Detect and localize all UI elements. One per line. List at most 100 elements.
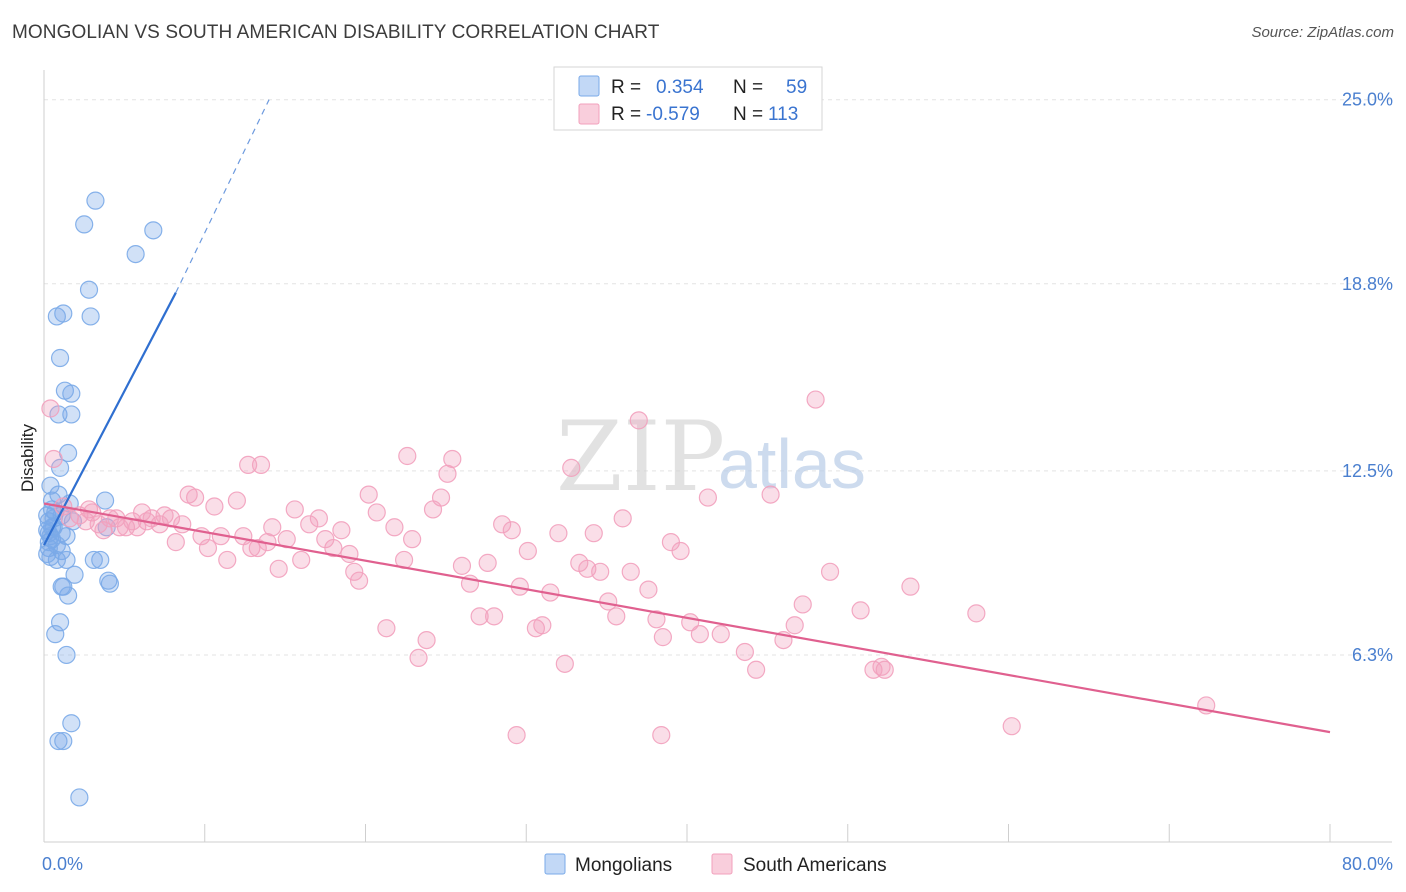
south-american-point-34 (248, 538, 267, 558)
mongolian-point-49 (57, 645, 76, 665)
south-american-point-50 (367, 503, 386, 522)
x-tick-label-0: 0.0% (42, 854, 83, 874)
source-credit: Source: ZipAtlas.com (1251, 24, 1394, 41)
mongolian-point-42 (99, 571, 118, 590)
south-american-point-114 (398, 446, 417, 466)
south-american-point-49 (359, 485, 378, 504)
south-american-point-73 (549, 524, 568, 543)
legend-r-label-1: R = (611, 104, 641, 125)
watermark-zip: ZIP (556, 401, 725, 513)
legend-n-value-0: 59 (786, 77, 807, 98)
south-american-point-37 (269, 559, 288, 578)
south-american-point-87 (653, 628, 672, 647)
mongolian-point-35 (52, 541, 71, 561)
mongolian-point-19 (95, 491, 115, 510)
mongolian-point-6 (54, 304, 73, 323)
bottom-legend-label-mongolians: Mongolians (575, 855, 672, 876)
south-american-point-69 (518, 541, 537, 561)
south-american-point-81 (607, 607, 626, 626)
bottom-legend-swatch-south-americans (711, 853, 733, 875)
south-american-point-40 (292, 550, 311, 570)
south-american-point-82 (613, 509, 632, 528)
y-tick-label-1: 12.5% (1342, 461, 1393, 481)
south-american-point-101 (820, 562, 840, 581)
south-american-point-47 (345, 562, 364, 581)
legend-n-label-1: N = (733, 104, 763, 125)
mongolian-point-4 (79, 280, 99, 299)
tick-labels: 6.3% 12.5% 18.8% 25.0% 0.0% 80.0% (42, 90, 1393, 874)
south-american-point-96 (761, 485, 780, 504)
south-american-point-28 (205, 497, 224, 516)
mongolian-point-46 (59, 586, 78, 605)
mongolian-point-12 (62, 405, 81, 424)
mongolian-point-7 (81, 307, 100, 326)
mongolians-trend-extension (175, 99, 270, 293)
mongolian-point-8 (50, 348, 70, 368)
mongolian-point-14 (50, 458, 70, 477)
mongolian-point-1 (75, 215, 94, 234)
legend-r-label-0: R = (611, 77, 641, 98)
grid-lines (44, 99, 1392, 656)
axis-ticks (43, 824, 1331, 842)
south-american-point-84 (629, 411, 648, 430)
south-american-point-85 (639, 580, 658, 599)
south-american-point-55 (409, 648, 428, 668)
south-american-point-95 (747, 660, 766, 679)
legend-r-value-0: 0.354 (656, 77, 704, 98)
south-american-point-92 (698, 488, 717, 507)
mongolian-point-3 (126, 244, 145, 264)
south-american-point-0 (41, 399, 60, 418)
south-american-point-111 (652, 726, 671, 745)
south-american-point-99 (793, 595, 812, 614)
legend-n-value-1: 113 (768, 104, 798, 125)
south-american-point-80 (599, 592, 618, 611)
south-american-point-93 (711, 625, 730, 644)
mongolian-point-39 (91, 550, 110, 570)
south-american-point-104 (901, 577, 920, 596)
south-american-point-8 (89, 515, 108, 534)
y-axis-label: Disability (18, 423, 37, 492)
mongolian-point-41 (65, 565, 84, 584)
mongolians-points (38, 191, 163, 807)
x-tick-label-1: 80.0% (1342, 854, 1393, 874)
bottom-legend: Mongolians South Americans (544, 853, 887, 876)
chart-title: MONGOLIAN VS SOUTH AMERICAN DISABILITY C… (12, 22, 660, 43)
south-american-point-60 (443, 449, 462, 469)
bottom-legend-label-south-americans: South Americans (743, 855, 887, 876)
south-american-point-42 (309, 509, 328, 528)
south-american-point-107 (967, 604, 986, 623)
axes (43, 70, 1392, 843)
mongolian-point-2 (144, 221, 163, 240)
y-tick-label-2: 18.8% (1342, 274, 1393, 294)
south-american-point-89 (671, 541, 690, 561)
south-american-point-54 (403, 530, 422, 549)
south-american-point-98 (785, 616, 804, 635)
mongolian-point-52 (54, 731, 73, 751)
mongolian-point-43 (100, 574, 120, 593)
south-american-point-58 (431, 488, 451, 507)
south-american-point-113 (251, 455, 271, 475)
south-american-point-36 (263, 518, 282, 537)
south-american-point-48 (349, 571, 369, 590)
watermark-atlas: atlas (718, 425, 866, 503)
y-tick-label-3: 25.0% (1342, 90, 1393, 110)
mongolian-point-40 (57, 550, 76, 570)
south-american-point-67 (502, 521, 521, 540)
bottom-legend-swatch-mongolians (544, 853, 566, 875)
south-american-point-44 (324, 538, 343, 558)
mongolian-point-29 (52, 524, 71, 543)
mongolian-point-57 (38, 544, 57, 564)
y-tick-label-0: 6.3% (1352, 645, 1393, 665)
south-american-point-27 (198, 538, 218, 558)
mongolian-point-50 (62, 714, 81, 733)
mongolians-trend-line (43, 292, 177, 546)
south-american-point-52 (385, 518, 404, 537)
mongolian-point-47 (50, 613, 70, 632)
south-american-point-74 (555, 654, 574, 673)
south-american-point-31 (227, 491, 246, 510)
south-american-point-63 (470, 607, 489, 626)
south-american-point-56 (417, 630, 436, 650)
south-american-point-30 (218, 550, 237, 570)
south-american-point-39 (285, 500, 304, 519)
